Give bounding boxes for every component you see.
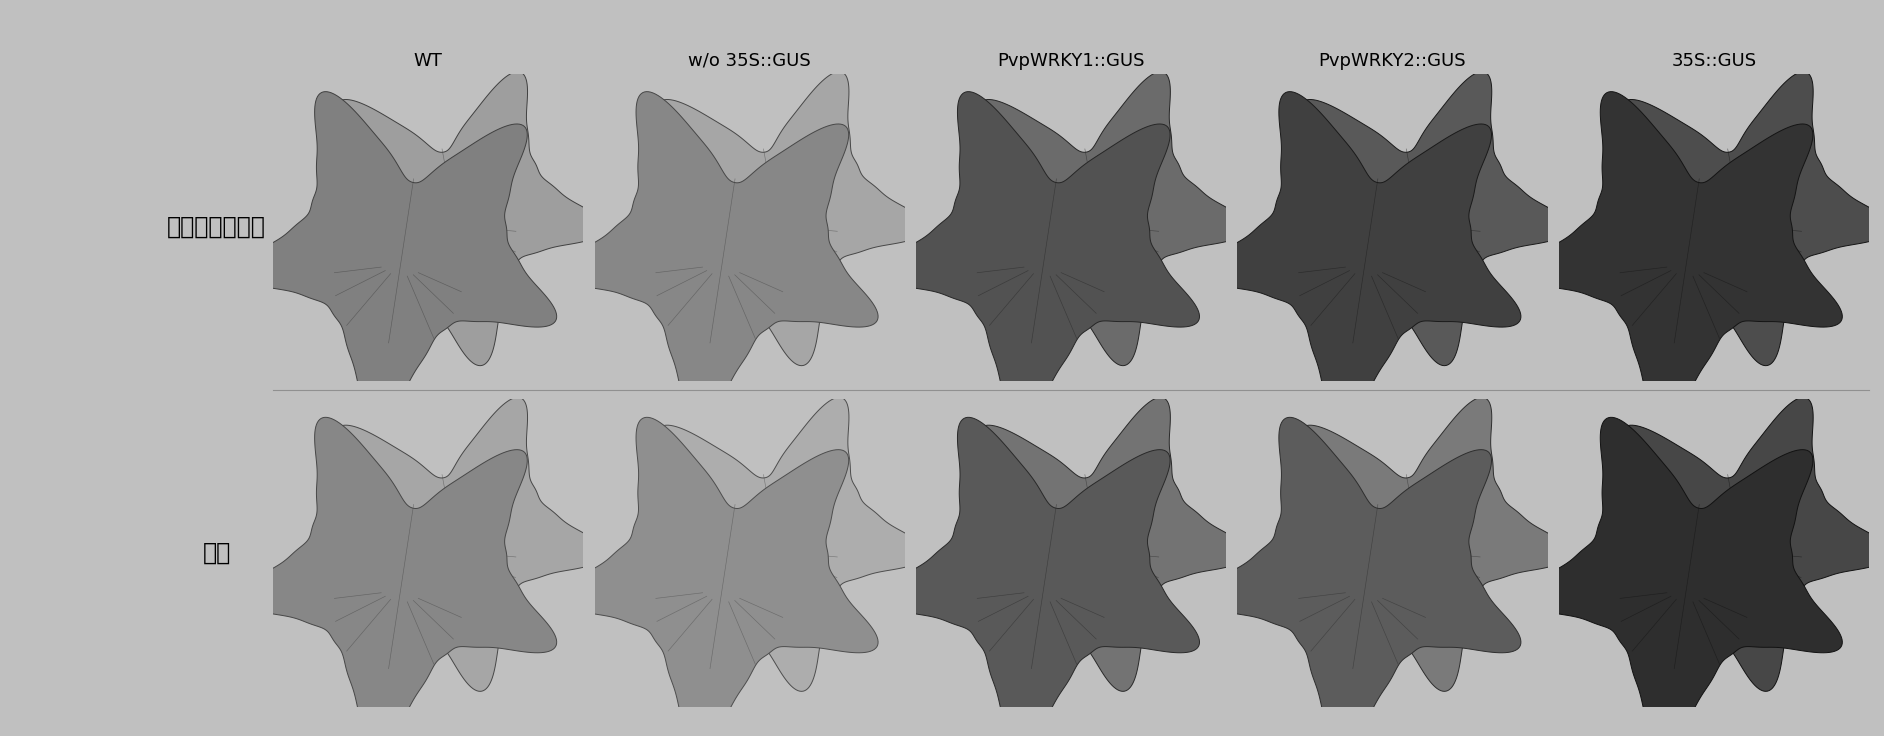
Polygon shape <box>1524 417 1843 736</box>
Polygon shape <box>963 71 1247 366</box>
Text: PvpWRKY2::GUS: PvpWRKY2::GUS <box>1319 52 1466 70</box>
Polygon shape <box>1202 417 1520 736</box>
Polygon shape <box>1605 397 1884 691</box>
Polygon shape <box>882 92 1200 421</box>
Polygon shape <box>641 397 927 691</box>
Polygon shape <box>237 417 556 736</box>
Polygon shape <box>882 417 1200 736</box>
Polygon shape <box>560 92 878 421</box>
Polygon shape <box>1605 71 1884 366</box>
Polygon shape <box>320 397 605 691</box>
Polygon shape <box>320 71 605 366</box>
Polygon shape <box>963 397 1247 691</box>
Text: PvpWRKY1::GUS: PvpWRKY1::GUS <box>997 52 1145 70</box>
Polygon shape <box>237 92 556 421</box>
Polygon shape <box>1283 71 1569 366</box>
Text: 对照: 对照 <box>203 541 230 565</box>
Polygon shape <box>641 71 927 366</box>
Text: 35S::GUS: 35S::GUS <box>1671 52 1756 70</box>
Text: 葡萄白粉菌处理: 葡萄白粉菌处理 <box>168 215 266 239</box>
Text: w/o 35S::GUS: w/o 35S::GUS <box>688 52 810 70</box>
Polygon shape <box>1524 92 1843 421</box>
Polygon shape <box>1283 397 1569 691</box>
Text: WT: WT <box>414 52 443 70</box>
Polygon shape <box>1202 92 1520 421</box>
Polygon shape <box>560 417 878 736</box>
